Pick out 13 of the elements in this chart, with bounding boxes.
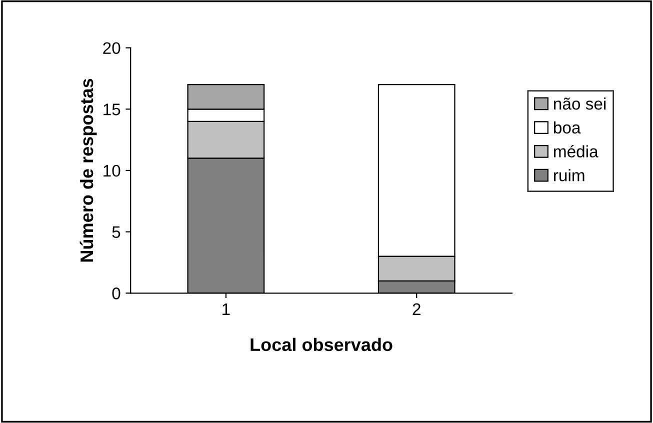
legend-label: boa bbox=[554, 121, 581, 134]
y-tick-label: 5 bbox=[112, 226, 120, 238]
y-tick-label: 0 bbox=[112, 288, 120, 300]
x-tick-label: 1 bbox=[222, 303, 230, 315]
legend-label: não sei bbox=[554, 97, 606, 110]
y-tick-label: 10 bbox=[104, 164, 120, 177]
y-tick-label: 15 bbox=[104, 104, 120, 116]
x-axis-title: Local observado bbox=[250, 338, 392, 352]
legend-label: média bbox=[554, 145, 598, 158]
y-axis-title: Número de respostas bbox=[80, 78, 97, 262]
legend-label: ruim bbox=[554, 169, 584, 182]
x-tick-label: 2 bbox=[412, 303, 420, 315]
y-tick-label: 20 bbox=[103, 42, 120, 54]
